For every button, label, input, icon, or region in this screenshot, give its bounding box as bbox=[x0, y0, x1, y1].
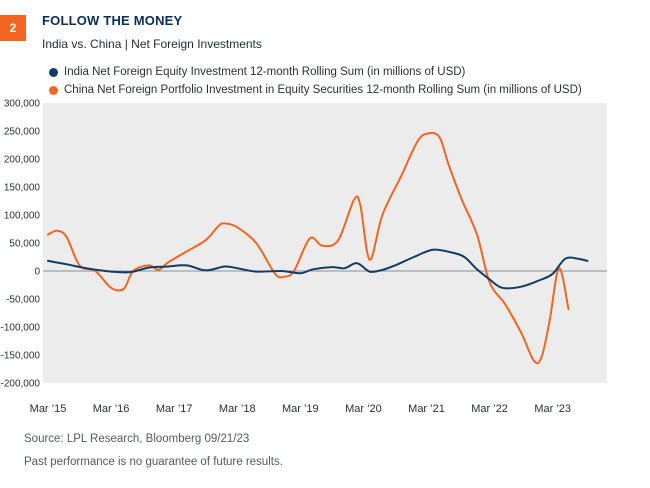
figure-number-badge: 2 bbox=[0, 15, 26, 41]
x-tick-label: Mar ’20 bbox=[345, 403, 382, 415]
y-tick-label: -100,000 bbox=[1, 323, 41, 334]
disclaimer-note: Past performance is no guarantee of futu… bbox=[24, 456, 283, 468]
y-tick-label: -200,000 bbox=[1, 379, 41, 390]
x-tick-label: Mar ’16 bbox=[93, 403, 130, 415]
source-note: Source: LPL Research, Bloomberg 09/21/23 bbox=[24, 433, 250, 445]
plot-background bbox=[43, 103, 607, 383]
x-tick-label: Mar ’17 bbox=[156, 403, 193, 415]
y-tick-label: 200,000 bbox=[4, 155, 41, 166]
chart-subtitle: India vs. China | Net Foreign Investment… bbox=[42, 37, 262, 51]
legend-india-marker bbox=[49, 67, 58, 77]
x-tick-label: Mar ’18 bbox=[219, 403, 256, 415]
series-line-india bbox=[47, 248, 589, 290]
x-tick-label: Mar ’23 bbox=[534, 403, 571, 415]
y-tick-label: 250,000 bbox=[4, 127, 41, 138]
x-tick-label: Mar ’21 bbox=[408, 403, 445, 415]
x-tick-label: Mar ’19 bbox=[282, 403, 319, 415]
y-tick-label: 300,000 bbox=[4, 99, 41, 110]
y-tick-label: 100,000 bbox=[4, 211, 41, 222]
x-tick-label: Mar ’22 bbox=[471, 403, 508, 415]
x-tick-label: Mar ’15 bbox=[30, 403, 67, 415]
chart-title: FOLLOW THE MONEY bbox=[42, 13, 183, 28]
y-tick-label: 0 bbox=[34, 267, 40, 278]
y-tick-label: 50,000 bbox=[9, 239, 40, 250]
legend-item-india: India Net Foreign Equity Investment 12-m… bbox=[49, 66, 465, 78]
legend-china-label: China Net Foreign Portfolio Investment i… bbox=[64, 84, 582, 96]
legend-item-china: China Net Foreign Portfolio Investment i… bbox=[49, 84, 582, 96]
legend-china-marker bbox=[49, 85, 58, 95]
legend-india-label: India Net Foreign Equity Investment 12-m… bbox=[64, 66, 466, 78]
y-tick-label: -50,000 bbox=[6, 295, 40, 306]
y-tick-label: 150,000 bbox=[4, 183, 41, 194]
y-tick-label: -150,000 bbox=[1, 351, 41, 362]
